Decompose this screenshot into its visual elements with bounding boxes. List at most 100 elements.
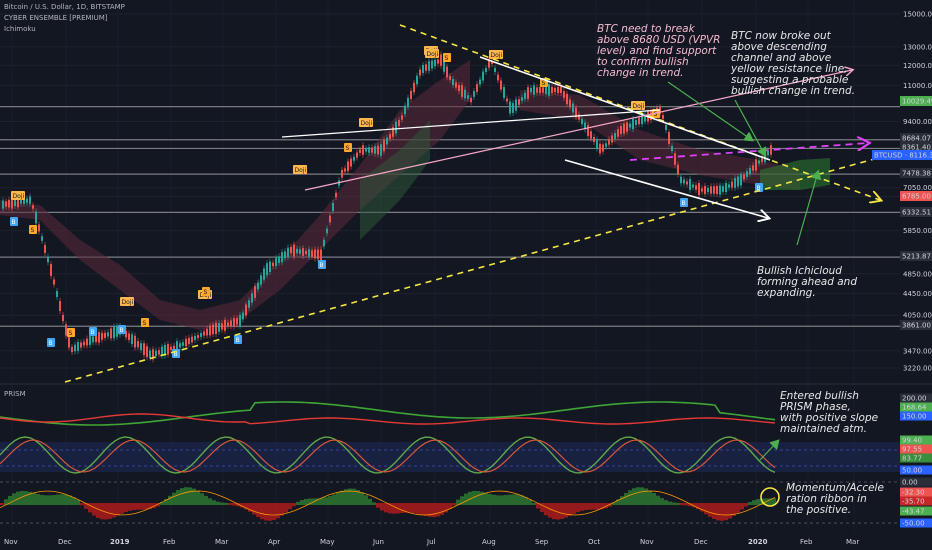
ribbon-bar [628, 490, 632, 505]
candle-body [206, 328, 208, 336]
candle-body [278, 256, 280, 263]
ribbon-bar [468, 491, 472, 505]
doji-marker [359, 118, 373, 127]
candle-body [683, 179, 685, 184]
ribbon-bar [352, 488, 356, 505]
ribbon-bar [236, 503, 240, 507]
ribbon-bar [372, 502, 376, 505]
buy-label: B [91, 329, 95, 336]
buy-label: B [174, 351, 178, 358]
prism-label: 150.00 [902, 413, 927, 421]
candle-body [503, 87, 505, 98]
candle-body [488, 60, 490, 68]
candle-body [38, 224, 40, 232]
price-label-box [872, 150, 932, 160]
ribbon-bar [476, 491, 480, 505]
candle-body [662, 115, 664, 119]
candle-body [152, 349, 154, 360]
buy-label: B [120, 327, 124, 334]
candle-body [578, 114, 580, 120]
ribbon-bar [524, 497, 528, 505]
ribbon-bar [488, 493, 492, 505]
buy-marker [47, 338, 55, 347]
ribbon-bar [732, 503, 736, 516]
candle-body [350, 158, 352, 167]
ribbon-bar [508, 494, 512, 505]
x-tick-label: May [320, 538, 334, 546]
ribbon-bar [604, 503, 608, 509]
candle-body [704, 185, 706, 195]
ribbon-bar [684, 503, 688, 506]
candle-body [251, 293, 253, 303]
candle-body [110, 328, 112, 339]
ribbon-bar [148, 503, 152, 510]
ribbon-bar [448, 503, 452, 510]
ribbon-bar [28, 491, 32, 505]
candle-body [239, 314, 241, 326]
candle-body [92, 336, 94, 343]
candle-body [167, 344, 169, 355]
ribbon-bar [392, 503, 396, 514]
candle-body [428, 61, 430, 71]
candle-body [236, 318, 238, 325]
ribbon-bar [436, 503, 440, 517]
candle-body [107, 332, 109, 337]
buy-marker [234, 335, 242, 344]
yellow-ascending-support-line [64, 144, 926, 383]
y-tick-label: 15000.00 [903, 11, 932, 19]
candle-body [605, 143, 607, 147]
candle-body [140, 343, 142, 351]
candle-body [518, 99, 520, 105]
candle-body [398, 119, 400, 127]
breakout-note-arrow [734, 99, 765, 155]
price-label-box [900, 320, 932, 330]
candle-body [575, 107, 577, 118]
buy-label: B [236, 337, 240, 344]
x-tick-label: Mar [215, 538, 228, 546]
candle-body [125, 331, 127, 338]
candle-body [41, 236, 43, 241]
candle-body [308, 249, 310, 257]
candle-body [671, 145, 673, 152]
candle-body [380, 144, 382, 156]
ribbon-bar [248, 503, 252, 512]
candle-body [248, 300, 250, 308]
ribbon-bar [528, 499, 532, 505]
ribbon-bar [588, 503, 592, 510]
buy-label: B [49, 340, 53, 347]
ribbon-bar [120, 503, 124, 514]
ribbon-bar [748, 502, 752, 505]
candle-body [719, 185, 721, 195]
ribbon-bar [168, 495, 172, 505]
price-label-box [900, 133, 932, 143]
ribbon-bar [88, 503, 92, 513]
candle-body [512, 103, 514, 113]
candle-body [470, 97, 472, 103]
candle-body [80, 342, 82, 348]
candle-body [128, 333, 130, 340]
symbol-title: Bitcoin / U.S. Dollar, 1D, BITSTAMP [4, 3, 125, 11]
candle-body [611, 135, 613, 143]
candle-body [407, 97, 409, 108]
candle-body [746, 171, 748, 177]
ribbon-bar [504, 495, 508, 505]
candle-body [98, 332, 100, 343]
prism-label-box [900, 487, 932, 497]
candle-body [677, 164, 679, 175]
buy-marker [318, 260, 326, 269]
candle-body [245, 304, 247, 316]
candle-body [458, 84, 460, 92]
candle-body [635, 119, 637, 126]
candle-body [188, 337, 190, 345]
ribbon-bar [548, 503, 552, 518]
doji-label: Doji [491, 52, 503, 59]
candle-body [347, 161, 349, 172]
candle-body [482, 71, 484, 81]
candle-body [341, 169, 343, 178]
candle-body [365, 148, 367, 152]
buy-label: B [682, 200, 686, 207]
momentum-ribbon-note: Momentum/Accele ration ribbon in the pos… [786, 482, 884, 516]
ribbon-bar [92, 503, 96, 516]
sell-label: S [143, 320, 147, 327]
